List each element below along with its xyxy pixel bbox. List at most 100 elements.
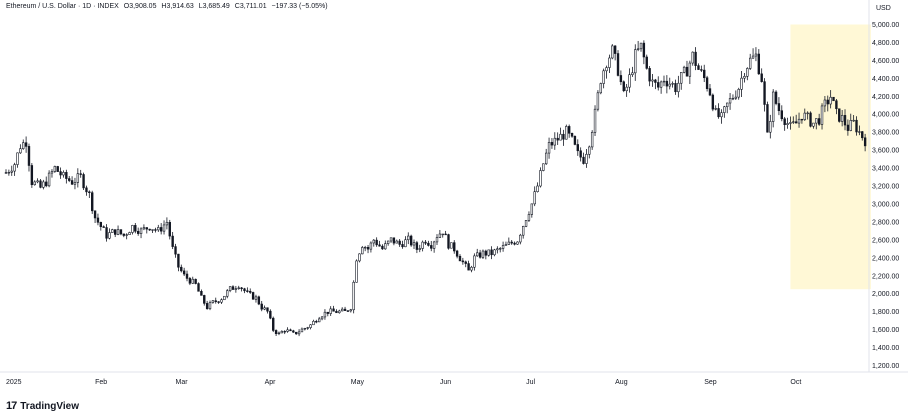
candle-body bbox=[105, 227, 108, 239]
x-tick-label: Aug bbox=[615, 379, 628, 386]
candle-body bbox=[858, 131, 861, 133]
candle-body bbox=[159, 227, 163, 232]
candle-body bbox=[355, 260, 358, 283]
y-tick-label: 2,400.00 bbox=[872, 255, 899, 262]
candle-body bbox=[487, 249, 490, 256]
candle-body bbox=[349, 309, 352, 312]
candle-body bbox=[588, 146, 591, 155]
candle-body bbox=[389, 237, 393, 242]
x-tick-label: Mar bbox=[176, 379, 189, 386]
candle-body bbox=[668, 83, 671, 87]
candle-body bbox=[409, 235, 413, 246]
candle-body bbox=[596, 92, 600, 110]
candle-body bbox=[593, 108, 597, 133]
candle-body bbox=[260, 303, 263, 310]
candle-body bbox=[473, 255, 476, 268]
x-tick-label: May bbox=[351, 379, 365, 386]
candle-body bbox=[369, 242, 373, 250]
candle-body bbox=[450, 242, 453, 249]
candle-body bbox=[654, 79, 657, 83]
candle-body bbox=[625, 86, 628, 92]
candle-body bbox=[249, 290, 252, 293]
candle-body bbox=[562, 133, 565, 140]
candle-body bbox=[720, 112, 723, 118]
candle-body bbox=[96, 217, 100, 223]
candle-body bbox=[832, 96, 835, 102]
candle-body bbox=[803, 112, 806, 120]
candle-body bbox=[91, 192, 94, 212]
candle-body bbox=[309, 324, 312, 328]
candle-body bbox=[188, 278, 192, 284]
candle-body bbox=[734, 96, 738, 99]
candle-body bbox=[134, 225, 137, 232]
y-tick-label: 4,600.00 bbox=[872, 58, 899, 65]
candle-body bbox=[363, 246, 367, 249]
candle-body bbox=[16, 152, 19, 165]
candle-body bbox=[435, 237, 439, 243]
candle-body bbox=[852, 119, 855, 122]
candle-body bbox=[510, 241, 513, 244]
candle-body bbox=[708, 88, 712, 96]
candle-body bbox=[320, 316, 324, 320]
candle-body bbox=[800, 118, 804, 121]
candle-body bbox=[499, 248, 502, 250]
candle-body bbox=[272, 317, 275, 331]
currency-label[interactable]: USD bbox=[876, 5, 891, 12]
candle-body bbox=[749, 57, 752, 69]
candle-body bbox=[605, 67, 608, 72]
candle-body bbox=[728, 98, 732, 104]
candle-body bbox=[438, 233, 442, 238]
candle-body bbox=[576, 144, 579, 152]
candle-body bbox=[162, 224, 166, 232]
candle-body bbox=[139, 228, 143, 234]
candle-body bbox=[131, 225, 134, 233]
candle-body bbox=[809, 112, 812, 127]
candle-body bbox=[326, 311, 330, 314]
candle-body bbox=[579, 150, 582, 158]
candle-body bbox=[73, 182, 77, 185]
candle-body bbox=[412, 242, 416, 246]
candle-body bbox=[375, 239, 378, 246]
candle-body bbox=[838, 108, 841, 122]
candle-body bbox=[754, 53, 758, 57]
candle-body bbox=[855, 119, 858, 133]
candle-body bbox=[180, 266, 183, 272]
candle-body bbox=[527, 214, 531, 221]
candle-body bbox=[286, 329, 289, 332]
x-tick-label: Oct bbox=[790, 379, 801, 386]
candle-body bbox=[424, 241, 427, 244]
candle-body bbox=[401, 244, 404, 248]
y-tick-label: 3,400.00 bbox=[872, 166, 899, 173]
candle-body bbox=[542, 163, 545, 171]
candle-body bbox=[717, 108, 720, 118]
candle-body bbox=[280, 331, 284, 334]
candle-body bbox=[530, 203, 534, 215]
candle-body bbox=[533, 191, 536, 205]
candle-body bbox=[205, 303, 209, 310]
candle-body bbox=[27, 146, 31, 166]
candle-body bbox=[843, 115, 847, 126]
candle-body bbox=[194, 278, 197, 284]
candle-body bbox=[237, 287, 240, 289]
candle-body bbox=[214, 300, 217, 302]
tradingview-logo[interactable]: 17 TradingView bbox=[6, 400, 79, 412]
highlight-region bbox=[790, 24, 871, 290]
candle-body bbox=[823, 99, 827, 107]
candle-body bbox=[300, 328, 304, 333]
candle-body bbox=[154, 229, 157, 231]
candle-body bbox=[404, 239, 407, 248]
candle-body bbox=[234, 288, 238, 290]
candle-body bbox=[220, 299, 223, 303]
candle-body bbox=[177, 253, 180, 268]
candle-body bbox=[447, 234, 450, 249]
candle-body bbox=[335, 310, 338, 314]
candle-body bbox=[168, 221, 171, 237]
candle-body bbox=[464, 261, 467, 264]
candle-body bbox=[171, 235, 174, 247]
candle-body bbox=[585, 153, 588, 164]
candle-body bbox=[197, 283, 200, 292]
candle-body bbox=[384, 243, 387, 250]
candle-body bbox=[231, 286, 235, 290]
chart-header: Ethereum / U.S. Dollar · 1D · INDEX O3,9… bbox=[6, 3, 331, 10]
